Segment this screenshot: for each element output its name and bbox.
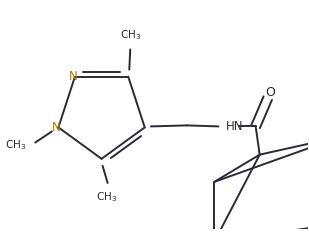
Text: CH$_3$: CH$_3$ bbox=[96, 190, 117, 204]
Text: N: N bbox=[69, 70, 77, 83]
Text: CH$_3$: CH$_3$ bbox=[120, 28, 141, 42]
Text: N: N bbox=[52, 121, 61, 134]
Text: HN: HN bbox=[225, 120, 243, 133]
Text: O: O bbox=[265, 86, 275, 99]
Text: CH$_3$: CH$_3$ bbox=[5, 139, 26, 152]
